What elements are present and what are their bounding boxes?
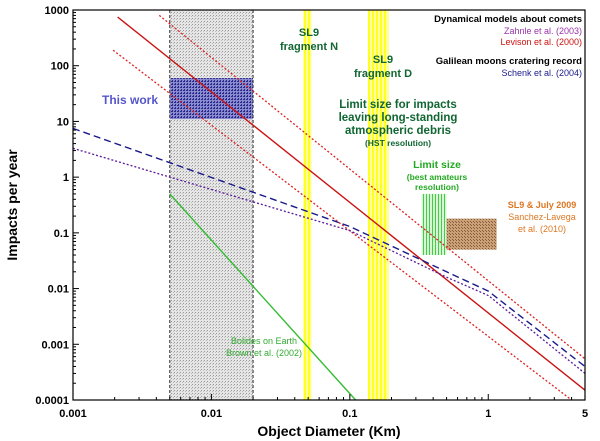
y-tick-label: 1 xyxy=(63,172,69,184)
grey-band xyxy=(169,10,254,400)
series-line-0 xyxy=(117,16,585,391)
y-tick-label: 0.01 xyxy=(48,284,69,296)
amateur-limit-label-line3: resolution) xyxy=(415,182,459,192)
sl9-fragment-n-label-line2: fragment N xyxy=(280,41,338,53)
x-tick-label: 5 xyxy=(582,408,588,420)
series-line-2 xyxy=(112,49,572,400)
y-axis-title: Impacts per year xyxy=(4,149,20,261)
series-line-1 xyxy=(158,14,585,360)
sl9-july-2009-box xyxy=(446,218,497,250)
series-line-5 xyxy=(169,193,357,400)
y-tick-label: 10 xyxy=(57,116,69,128)
sl9-july-label-line1: SL9 & July 2009 xyxy=(508,200,577,210)
series-line-3 xyxy=(73,127,585,368)
levison-reference: Levison et al. (2000) xyxy=(500,37,582,47)
sl9-fragment-n-band xyxy=(303,10,312,400)
y-tick-label: 1000 xyxy=(45,5,69,17)
y-tick-label: 100 xyxy=(51,61,69,73)
amateur-limit-label-line1: Limit size xyxy=(413,159,461,171)
zahnle-reference: Zahnle et al. (2003) xyxy=(504,26,582,36)
bolides-label-line1: Bolides on Earth xyxy=(231,336,297,346)
debris-limit-label-line1: Limit size for impacts xyxy=(339,99,457,111)
sl9-fragment-d-label-line2: fragment D xyxy=(354,68,412,80)
x-tick-label: 0.001 xyxy=(59,408,87,420)
x-tick-label: 0.01 xyxy=(201,408,222,420)
x-tick-label: 1 xyxy=(485,408,491,420)
sl9-fragment-d-label-line1: SL9 xyxy=(373,54,393,66)
limit-size-box xyxy=(421,193,447,256)
debris-limit-label-line2: leaving long-standing xyxy=(339,112,458,124)
plot-frame xyxy=(72,9,586,401)
schenk-reference: Schenk et al. (2004) xyxy=(501,68,582,78)
y-tick-label: 0.0001 xyxy=(35,395,69,407)
bolides-label-line2: Brown et al. (2002) xyxy=(226,348,302,358)
this-work-label: This work xyxy=(102,93,158,107)
this-work-box xyxy=(169,78,254,120)
series-line-4 xyxy=(73,147,585,374)
x-tick-label: 0.1 xyxy=(342,408,357,420)
dynamical-models-header: Dynamical models about comets xyxy=(434,14,582,25)
debris-limit-label-line4: (HST resolution) xyxy=(365,138,431,148)
sl9-july-label-line2: Sanchez-Lavega xyxy=(508,212,576,222)
y-tick-label: 0.1 xyxy=(54,228,69,240)
galilean-header: Galilean moons cratering record xyxy=(436,56,582,67)
amateur-limit-label-line2: (best amateurs xyxy=(407,172,468,182)
sl9-july-label-line3: et al. (2010) xyxy=(518,224,566,234)
debris-limit-label-line3: atmospheric debris xyxy=(345,125,451,137)
sl9-fragment-n-label-line1: SL9 xyxy=(299,27,319,39)
y-tick-label: 0.001 xyxy=(41,339,69,351)
sl9-fragment-d-band xyxy=(367,10,389,400)
x-axis-title: Object Diameter (Km) xyxy=(257,423,400,439)
